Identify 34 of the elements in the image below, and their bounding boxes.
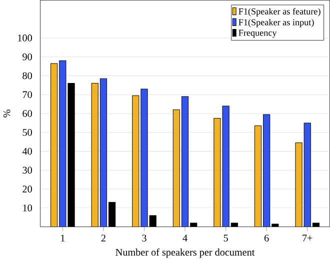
legend-label: Frequency [238, 30, 277, 38]
bar [263, 114, 270, 227]
x-tick-label: 6 [264, 234, 269, 242]
x-tick-label: 7+ [302, 234, 312, 242]
y-tick-label: 90 [22, 53, 32, 60]
y-tick-label: 20 [22, 186, 32, 192]
bar [254, 125, 262, 227]
y-tick-label: 50 [22, 128, 32, 136]
bar [100, 78, 107, 227]
y-tick-label: 70 [22, 91, 32, 98]
bar [59, 60, 66, 227]
x-tick-label: 2 [101, 234, 106, 242]
y-tick-label: 30 [22, 166, 32, 174]
y-tick-label: 60 [22, 110, 32, 117]
legend-label: F1(Speaker as input) [238, 18, 314, 28]
y-tick-label: 100 [18, 34, 32, 42]
x-tick-label: 5 [224, 234, 228, 242]
legend-label: F1(Speaker as feature) [238, 8, 320, 16]
bar [91, 82, 98, 227]
bar [50, 63, 58, 227]
y-tick-label: 10 [23, 204, 32, 212]
x-tick-label: 1 [61, 234, 65, 242]
bar [181, 96, 189, 227]
x-tick-label: 3 [142, 234, 146, 242]
bar [132, 95, 140, 227]
bar [304, 122, 311, 227]
bar [214, 118, 221, 227]
y-tick-label: 80 [22, 72, 32, 80]
y-axis-title: % [3, 110, 10, 118]
y-tick-label: 40 [22, 148, 32, 155]
x-axis-title: Number of speakers per document [116, 248, 255, 258]
x-tick-label: 4 [182, 234, 188, 242]
bar [222, 106, 230, 227]
bar [172, 109, 180, 227]
